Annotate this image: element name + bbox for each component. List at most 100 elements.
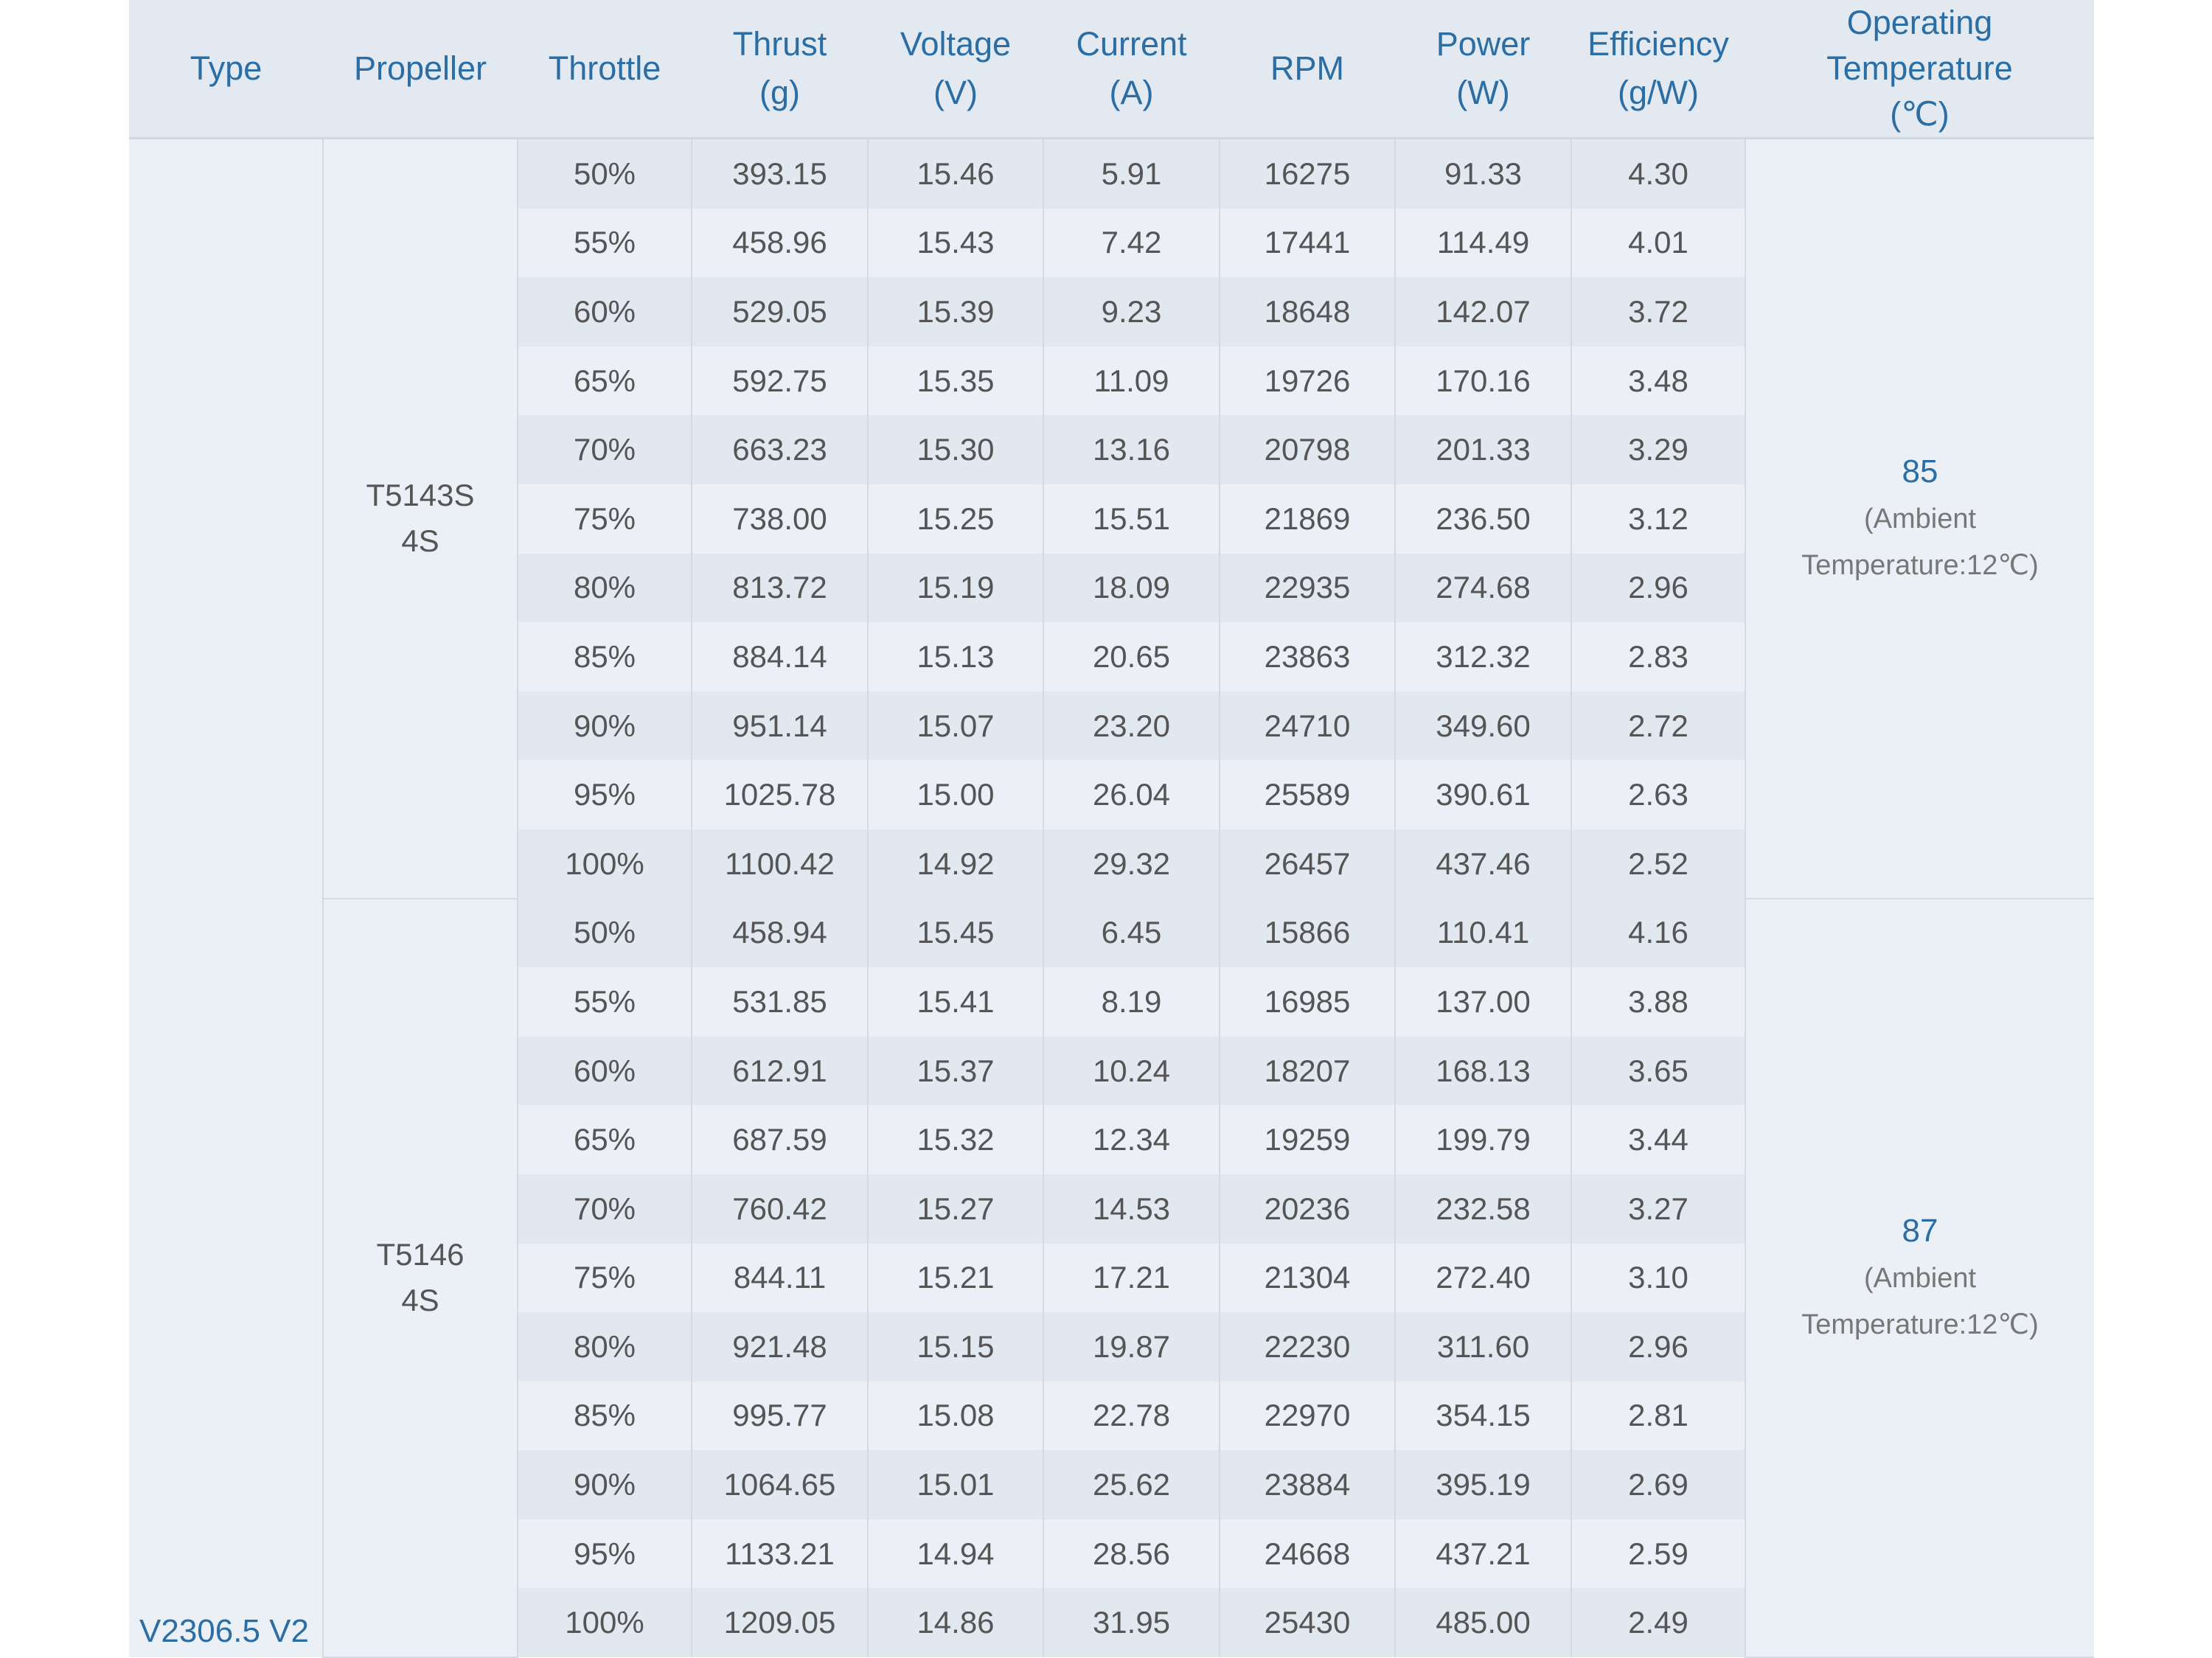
table-row: 100% 1209.05 14.86 31.95 25430 485.00 2.49 — [129, 1588, 2094, 1658]
cell-thrust: 1025.78 — [691, 760, 868, 829]
cell-throttle: 60% — [517, 277, 692, 346]
header-power-label: Power — [1436, 25, 1531, 63]
cell-throttle: 95% — [517, 760, 692, 829]
cell-rpm: 20798 — [1219, 415, 1395, 484]
cell-power: 390.61 — [1394, 760, 1571, 829]
propeller-cell: T5146 4S — [322, 898, 518, 1658]
cell-thrust: 612.91 — [691, 1036, 868, 1106]
motor-type-cell: V2306.5 V2 — [129, 138, 323, 1658]
cell-thrust: 1209.05 — [691, 1588, 868, 1658]
cell-voltage: 15.01 — [867, 1450, 1043, 1519]
header-efficiency: Efficiency (g/W) — [1571, 0, 1745, 139]
cell-throttle: 70% — [517, 415, 692, 484]
cell-voltage: 15.00 — [867, 760, 1043, 829]
cell-power: 142.07 — [1394, 277, 1571, 346]
table-row: 95% 1025.78 15.00 26.04 25589 390.61 2.63 — [129, 760, 2094, 829]
cell-current: 18.09 — [1043, 553, 1220, 623]
ambient-line2: Temperature:12℃) — [1801, 1309, 2039, 1341]
cell-throttle: 75% — [517, 484, 692, 554]
cell-voltage: 15.45 — [867, 898, 1043, 968]
cell-efficiency: 3.48 — [1571, 346, 1745, 416]
header-efficiency-label: Efficiency — [1587, 25, 1729, 63]
cell-power: 232.58 — [1394, 1174, 1571, 1244]
cell-thrust: 1133.21 — [691, 1519, 868, 1589]
propeller-name: T5146 — [376, 1237, 465, 1272]
cell-current: 25.62 — [1043, 1450, 1220, 1519]
cell-current: 23.20 — [1043, 691, 1220, 761]
cell-throttle: 80% — [517, 1312, 692, 1382]
cell-rpm: 22935 — [1219, 553, 1395, 623]
cell-power: 354.15 — [1394, 1381, 1571, 1451]
cell-thrust: 738.00 — [691, 484, 868, 554]
cell-thrust: 687.59 — [691, 1105, 868, 1174]
cell-power: 311.60 — [1394, 1312, 1571, 1382]
header-thrust-label: Thrust — [732, 25, 827, 63]
cell-throttle: 65% — [517, 1105, 692, 1174]
cell-voltage: 15.30 — [867, 415, 1043, 484]
cell-voltage: 15.08 — [867, 1381, 1043, 1451]
cell-power: 236.50 — [1394, 484, 1571, 554]
header-temperature: Operating Temperature (℃) — [1745, 0, 2094, 139]
cell-efficiency: 2.81 — [1571, 1381, 1745, 1451]
cell-rpm: 23863 — [1219, 622, 1395, 692]
header-power-unit: (W) — [1456, 74, 1510, 111]
cell-throttle: 55% — [517, 208, 692, 278]
cell-voltage: 15.43 — [867, 208, 1043, 278]
cell-throttle: 90% — [517, 691, 692, 761]
cell-voltage: 15.37 — [867, 1036, 1043, 1106]
cell-current: 19.87 — [1043, 1312, 1220, 1382]
header-thrust: Thrust (g) — [692, 0, 868, 139]
cell-power: 437.46 — [1394, 829, 1571, 899]
cell-current: 9.23 — [1043, 277, 1220, 346]
cell-efficiency: 3.12 — [1571, 484, 1745, 554]
cell-current: 13.16 — [1043, 415, 1220, 484]
cell-voltage: 15.15 — [867, 1312, 1043, 1382]
cell-efficiency: 3.29 — [1571, 415, 1745, 484]
cell-current: 5.91 — [1043, 138, 1220, 209]
table-row: 55% 458.96 15.43 7.42 17441 114.49 4.01 — [129, 208, 2094, 278]
cell-power: 312.32 — [1394, 622, 1571, 692]
cell-rpm: 22970 — [1219, 1381, 1395, 1451]
header-voltage-label: Voltage — [900, 25, 1012, 63]
header-current-unit: (A) — [1109, 74, 1154, 111]
cell-thrust: 531.85 — [691, 967, 868, 1037]
table-row: V2306.5 V2 T5143S 4S 50% 393.15 15.46 5.91 1627… — [129, 138, 2094, 1658]
cell-throttle: 85% — [517, 1381, 692, 1451]
cell-thrust: 663.23 — [691, 415, 868, 484]
cell-rpm: 15866 — [1219, 898, 1395, 968]
cell-throttle: 60% — [517, 1036, 692, 1106]
cell-efficiency: 2.72 — [1571, 691, 1745, 761]
cell-rpm: 21869 — [1219, 484, 1395, 554]
table-row: T5146 4S 50% 458.94 15.45 6.45 15866 110.41 4.16… — [129, 898, 2094, 1658]
cell-rpm: 19259 — [1219, 1105, 1395, 1174]
cell-power: 272.40 — [1394, 1243, 1571, 1313]
cell-voltage: 15.21 — [867, 1243, 1043, 1313]
cell-voltage: 15.39 — [867, 277, 1043, 346]
temperature-value: 87 — [1902, 1213, 1938, 1250]
propeller-cells: 4S — [401, 523, 439, 559]
cell-efficiency: 3.65 — [1571, 1036, 1745, 1106]
cell-efficiency: 2.69 — [1571, 1450, 1745, 1519]
table-row: 80% 921.48 15.15 19.87 22230 311.60 2.96 — [129, 1312, 2094, 1382]
cell-efficiency: 2.52 — [1571, 829, 1745, 899]
table-row: 60% 612.91 15.37 10.24 18207 168.13 3.65 — [129, 1036, 2094, 1106]
cell-power: 137.00 — [1394, 967, 1571, 1037]
cell-power: 91.33 — [1394, 138, 1571, 209]
cell-thrust: 921.48 — [691, 1312, 868, 1382]
cell-efficiency: 4.30 — [1571, 138, 1745, 209]
cell-current: 11.09 — [1043, 346, 1220, 416]
cell-thrust: 529.05 — [691, 277, 868, 346]
cell-throttle: 55% — [517, 967, 692, 1037]
cell-throttle: 70% — [517, 1174, 692, 1244]
cell-voltage: 15.35 — [867, 346, 1043, 416]
table-row: 90% 951.14 15.07 23.20 24710 349.60 2.72 — [129, 691, 2094, 761]
cell-voltage: 14.86 — [867, 1588, 1043, 1658]
cell-efficiency: 2.49 — [1571, 1588, 1745, 1658]
header-temp-line2: Temperature — [1826, 49, 2013, 87]
cell-rpm: 18207 — [1219, 1036, 1395, 1106]
table-row: 60% 529.05 15.39 9.23 18648 142.07 3.72 — [129, 277, 2094, 346]
cell-throttle: 80% — [517, 553, 692, 623]
operating-temperature-cell: 87 (Ambient Temperature:12℃) — [1745, 898, 2094, 1658]
cell-power: 170.16 — [1394, 346, 1571, 416]
cell-rpm: 26457 — [1219, 829, 1395, 899]
